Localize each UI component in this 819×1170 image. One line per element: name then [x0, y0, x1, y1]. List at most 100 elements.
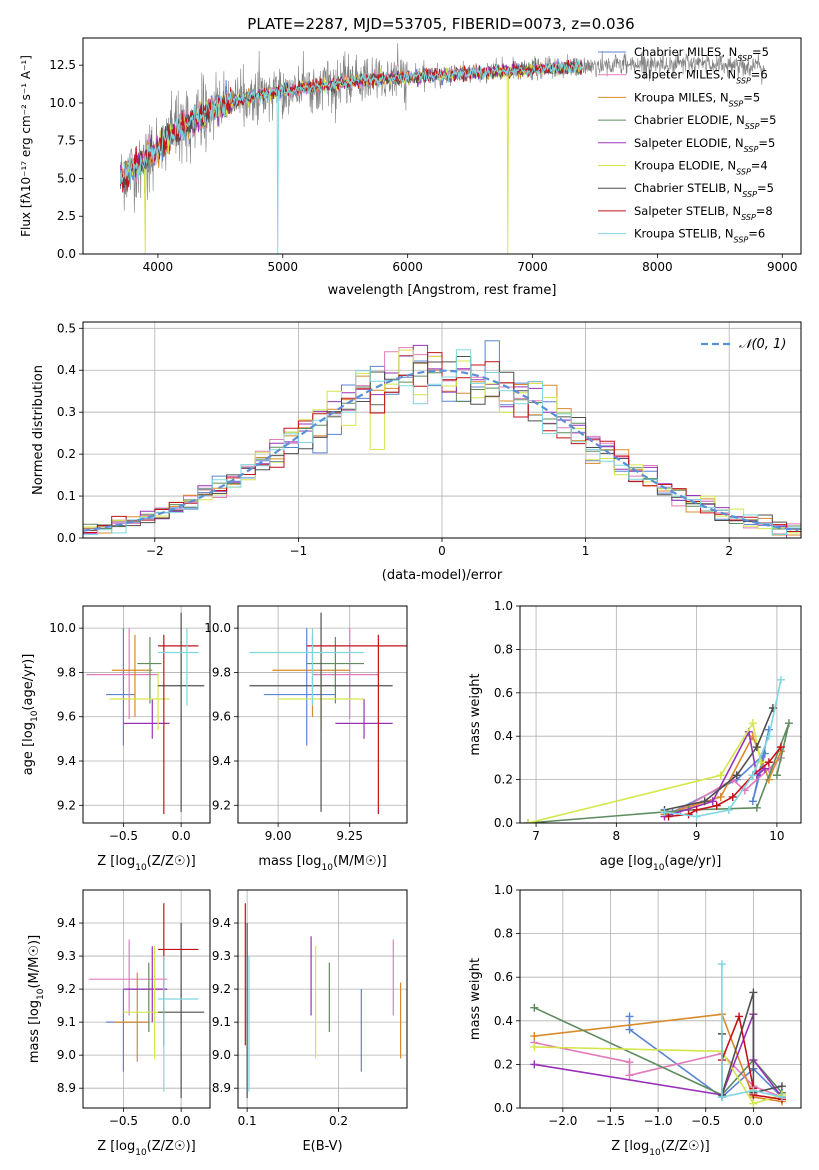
weight-marker [777, 1093, 786, 1102]
y-tick-label: 9.1 [212, 1015, 231, 1029]
weight-marker [749, 988, 758, 997]
y-tick-label: 9.6 [57, 710, 76, 724]
weight-marker [724, 805, 733, 814]
x-tick-label: −1.0 [644, 1114, 673, 1128]
x-axis-label: E(B-V) [302, 1139, 342, 1154]
x-tick-label: −0.5 [109, 829, 138, 843]
x-axis-label: age [log10(age/yr)] [600, 854, 722, 873]
x-tick-label: −0.5 [691, 1114, 720, 1128]
y-tick-label: 9.2 [57, 798, 76, 812]
weight-marker [625, 1058, 634, 1067]
weight-marker [735, 1012, 744, 1021]
y-tick-label: 0.8 [494, 927, 513, 941]
weight-marker [748, 719, 757, 728]
y-tick-label: 9.8 [212, 665, 231, 679]
x-tick-label: 4000 [143, 260, 174, 274]
legend-entry: Salpeter MILES, NSSP=6 [634, 68, 768, 86]
weight-marker [777, 1082, 786, 1091]
mass-vs-Z-errorbars [88, 903, 205, 1099]
y-tick-label: 0.0 [494, 816, 513, 830]
y-tick-label: 0.6 [494, 686, 513, 700]
x-tick-label: 0.2 [329, 1114, 348, 1128]
x-tick-label: 0.0 [172, 829, 191, 843]
y-tick-label: 0.2 [494, 773, 513, 787]
y-tick-label: 7.5 [57, 134, 76, 148]
weight-marker [660, 808, 669, 817]
y-tick-label: 9.4 [57, 754, 76, 768]
weight-line-8 [664, 679, 782, 818]
x-tick-label: 8000 [642, 260, 673, 274]
y-tick-label: 9.3 [57, 949, 76, 963]
x-axis-label: Z [log10(Z/Z☉)] [611, 1139, 709, 1158]
weight-line-5 [534, 1046, 783, 1105]
y-tick-label: 9.4 [212, 916, 231, 930]
x-tick-label: 0 [438, 544, 446, 558]
mass-vs-EBV-errorbars [244, 903, 402, 1099]
y-tick-label: 0.3 [57, 405, 76, 419]
y-tick-label: 12.5 [49, 58, 76, 72]
spectrum-lines [120, 43, 766, 254]
weight-marker [728, 792, 737, 801]
legend-entry: 𝒩(0, 1) [739, 337, 786, 352]
y-tick-label: 9.0 [57, 1048, 76, 1062]
x-axis-label: Z [log10(Z/Z☉)] [97, 854, 195, 873]
figure-title: PLATE=2287, MJD=53705, FIBERID=0073, z=0… [247, 15, 634, 33]
spectrum-axes: 4000 5000 6000 7000 8000 9000 0.0 2.5 5.0 7.5 10.0… [49, 58, 797, 274]
weight-marker [664, 812, 673, 821]
weight-marker [530, 1060, 539, 1069]
weight-marker [700, 797, 709, 806]
y-tick-label: 0.2 [57, 447, 76, 461]
histogram-8 [83, 349, 801, 538]
weight-marker [752, 743, 761, 752]
y-tick-label: 9.2 [212, 982, 231, 996]
weight-marker [752, 803, 761, 812]
legend-entry: Chabrier STELIB, NSSP=5 [634, 181, 774, 199]
legend-entry: Chabrier MILES, NSSP=5 [634, 45, 769, 63]
y-tick-label: 0.4 [494, 1014, 513, 1028]
model-spectrum-5 [120, 62, 583, 254]
x-tick-label: 9.00 [265, 829, 292, 843]
mass-vs-EBV-frame [237, 889, 408, 1109]
y-tick-label: 9.4 [57, 916, 76, 930]
weight-marker [524, 819, 533, 823]
weight-marker [776, 675, 785, 684]
x-tick-label: 0.1 [238, 1114, 257, 1128]
y-tick-label: 0.0 [57, 247, 76, 261]
weight-marker [716, 792, 725, 801]
weight-vs-Z-frame [519, 889, 802, 1109]
legend-entry: Salpeter ELODIE, NSSP=5 [634, 136, 775, 154]
x-axis-label: (data-model)/error [382, 568, 503, 583]
y-tick-label: 9.3 [212, 949, 231, 963]
y-axis-label: mass weight [468, 673, 483, 755]
y-tick-label: 9.0 [212, 1048, 231, 1062]
weight-vs-Z-series [530, 960, 786, 1108]
weight-marker [692, 812, 701, 821]
weight-marker [732, 771, 741, 780]
y-tick-label: 8.9 [57, 1081, 76, 1095]
age-vs-mass-frame [237, 605, 408, 824]
legend-entry: Kroupa ELODIE, NSSP=4 [634, 159, 768, 177]
weight-vs-Z-panel: −2.0 −1.5 −1.0 −0.5 0.0 0.0 0.2 0.4 0.6 0.8 1.0 Z [… [468, 883, 802, 1158]
weight-vs-age-series [524, 675, 793, 823]
mass-vs-Z-axes: −0.5 0.0 8.9 9.0 9.1 9.2 9.3 9.4 [57, 890, 210, 1128]
weight-marker [748, 797, 757, 806]
x-tick-label: 2 [725, 544, 733, 558]
age-vs-Z-errorbars [86, 612, 205, 815]
y-tick-label: 0.1 [57, 489, 76, 503]
weight-marker [625, 1071, 634, 1080]
weight-marker [749, 1099, 758, 1108]
x-tick-label: −2 [146, 544, 164, 558]
y-tick-label: 0.4 [57, 363, 76, 377]
spectrum-frame [82, 37, 802, 255]
y-axis-label: mass [log10(M/M☉)] [27, 935, 46, 1063]
x-tick-label: 9.25 [336, 829, 363, 843]
x-tick-label: 7 [532, 829, 540, 843]
weight-marker [772, 771, 781, 780]
weight-marker [717, 1093, 726, 1102]
weight-marker [716, 771, 725, 780]
y-tick-label: 10.0 [204, 621, 231, 635]
x-tick-label: 9 [693, 829, 701, 843]
y-tick-label: 0.0 [57, 531, 76, 545]
x-axis-label: mass [log10(M/M☉)] [258, 854, 386, 873]
legend-entry: Kroupa STELIB, NSSP=6 [634, 227, 765, 245]
